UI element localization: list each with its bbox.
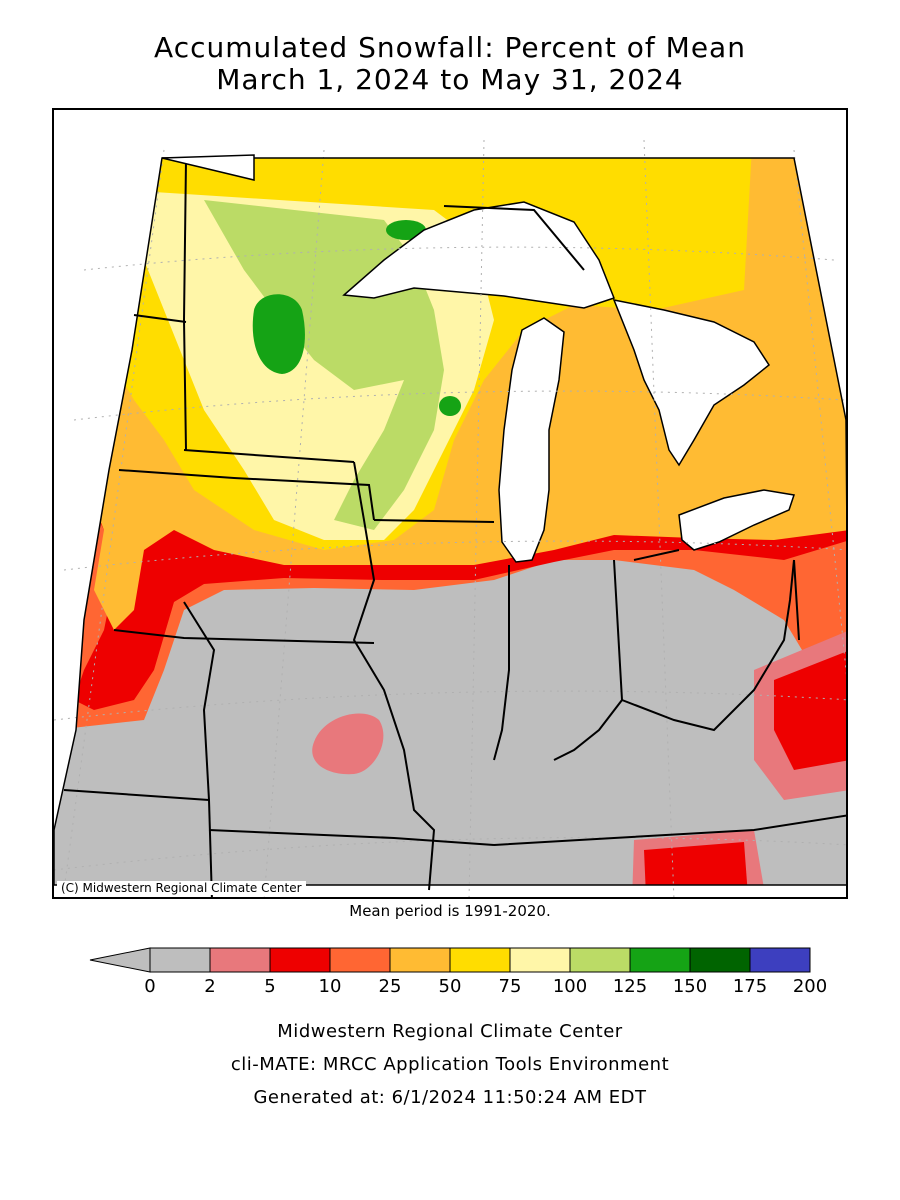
- legend-bin-5-10: [269, 947, 331, 973]
- patch-5-10-east: [774, 650, 846, 770]
- legend-bin-100-125: [569, 947, 631, 973]
- shaded-fields: [54, 158, 846, 885]
- patch-2-5-central: [312, 713, 384, 775]
- legend-tick-2: 2: [204, 976, 216, 997]
- legend-bin-175-200: [749, 947, 811, 973]
- legend-tick-175: 175: [732, 976, 768, 997]
- field-125-150: [252, 294, 305, 374]
- legend-tick-0: 0: [144, 976, 156, 997]
- legend-tick-150: 150: [672, 976, 708, 997]
- map-copyright: (C) Midwestern Regional Climate Center: [57, 881, 306, 895]
- lake-huron: [612, 298, 771, 467]
- legend-tick-10: 10: [318, 976, 342, 997]
- legend-bin-125-150: [629, 947, 691, 973]
- lake-erie: [678, 489, 795, 551]
- footer-generated: Generated at: 6/1/2024 11:50:24 AM EDT: [253, 1087, 647, 1108]
- legend-bin-0-2: [149, 947, 211, 973]
- legend-bin-150-175: [689, 947, 751, 973]
- legend-tick-75: 75: [498, 976, 522, 997]
- map-canvas: [54, 139, 846, 897]
- lake-superior: [342, 201, 615, 309]
- legend-bin-2-5: [209, 947, 271, 973]
- legend-bin-75-100: [509, 947, 571, 973]
- legend-tick-50: 50: [438, 976, 462, 997]
- chart-title-line2: March 1, 2024 to May 31, 2024: [216, 63, 684, 96]
- legend-tick-100: 100: [552, 976, 588, 997]
- snowfall-map: (C) Midwestern Regional Climate Center: [52, 108, 848, 899]
- legend-bin-50-75: [449, 947, 511, 973]
- great-lakes: [342, 201, 795, 563]
- field-125-150-north: [386, 220, 426, 240]
- field-125-150-spot: [439, 396, 461, 416]
- domain-outline: [54, 157, 846, 886]
- legend-tick-25: 25: [378, 976, 402, 997]
- color-legend: [89, 947, 811, 973]
- graticule: [54, 139, 846, 897]
- legend-below-arrow: [89, 947, 151, 973]
- legend-bin-10-25: [329, 947, 391, 973]
- mean-period-note: Mean period is 1991-2020.: [349, 902, 551, 920]
- legend-bin-25-50: [389, 947, 451, 973]
- chart-title-line1: Accumulated Snowfall: Percent of Mean: [154, 31, 746, 64]
- legend-bins: [149, 947, 811, 973]
- footer-tool: cli-MATE: MRCC Application Tools Environ…: [230, 1054, 670, 1075]
- legend-tick-200: 200: [792, 976, 828, 997]
- legend-tick-5: 5: [264, 976, 276, 997]
- lake-michigan: [498, 317, 565, 563]
- legend-tick-125: 125: [612, 976, 648, 997]
- canada-land: [161, 154, 255, 181]
- footer-org: Midwestern Regional Climate Center: [277, 1021, 623, 1042]
- patch-5-10-se: [644, 842, 748, 885]
